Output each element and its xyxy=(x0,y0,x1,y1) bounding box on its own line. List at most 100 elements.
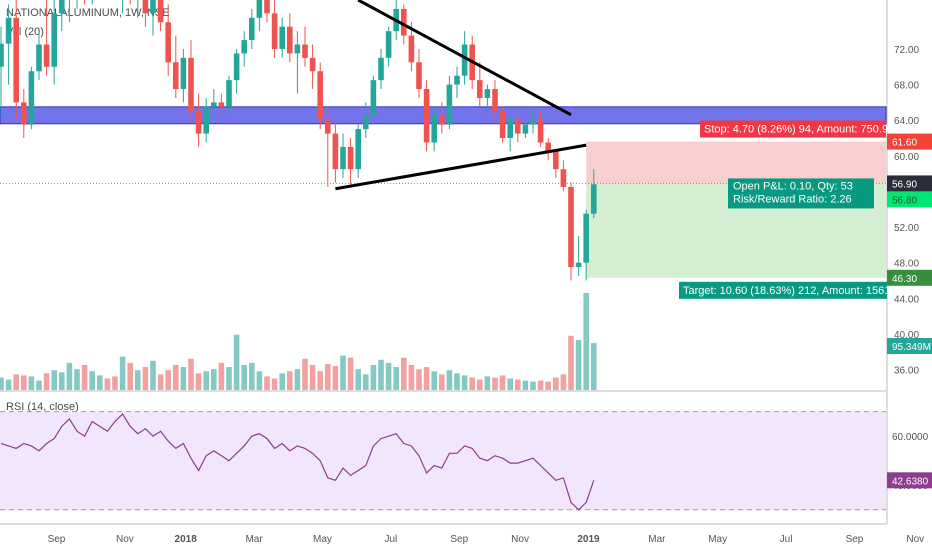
volume-bar xyxy=(264,376,270,390)
volume-bar xyxy=(499,375,506,390)
chart-axes: 36.0040.0044.0048.0052.0056.0060.0064.00… xyxy=(48,45,932,545)
volume-bar xyxy=(173,364,179,390)
candle-body xyxy=(332,133,339,170)
volume-bar xyxy=(302,358,308,390)
rsi-pane xyxy=(0,411,886,511)
time-tick-label: Sep xyxy=(846,534,864,545)
volume-bar xyxy=(74,369,80,390)
volume-bar xyxy=(385,362,392,390)
time-tick-label: Sep xyxy=(450,534,468,545)
target-label-text: Target: 10.60 (18.63%) 212, Amount: 1561… xyxy=(683,285,893,297)
chart-panes xyxy=(0,0,888,525)
candle-body xyxy=(165,22,171,63)
candle-body xyxy=(157,0,164,23)
volume-bar xyxy=(104,378,111,390)
volume-bar xyxy=(507,378,513,390)
candle-body xyxy=(431,115,437,143)
pnl-label-box xyxy=(728,178,874,209)
volume-bar xyxy=(431,371,437,390)
candle-body xyxy=(499,111,506,139)
price-tag-text: 56.90 xyxy=(892,179,917,190)
candle-body xyxy=(317,71,323,121)
volume-bar xyxy=(89,371,95,390)
candle-body xyxy=(363,115,369,130)
volume-bar xyxy=(218,362,225,390)
time-tick-label: Sep xyxy=(48,534,66,545)
volume-bar xyxy=(279,373,285,390)
volume-bar xyxy=(363,374,369,390)
volume-bar xyxy=(522,380,529,390)
price-tag-text: 61.60 xyxy=(892,138,917,149)
price-tick-label: 72.00 xyxy=(894,45,919,56)
candle-body xyxy=(51,13,57,67)
volume-bar xyxy=(469,377,475,390)
volume-bar xyxy=(150,360,156,390)
candle-body xyxy=(446,84,453,125)
volume-bar xyxy=(21,375,27,390)
volume-bar xyxy=(188,358,194,390)
volume-bar xyxy=(226,367,232,390)
candle-body xyxy=(591,184,597,214)
volume-bar xyxy=(271,378,278,390)
descending-trendline xyxy=(357,0,572,117)
volume-bar xyxy=(575,339,582,390)
candle-body xyxy=(378,57,384,81)
volume-bar xyxy=(135,370,141,390)
volume-pane xyxy=(0,293,597,390)
candle-body xyxy=(279,26,285,49)
candle-body xyxy=(522,124,529,134)
price-tag xyxy=(887,175,932,192)
price-tag-text: 46.30 xyxy=(892,274,917,285)
candle-body xyxy=(575,262,582,268)
candle-body xyxy=(264,0,270,14)
volume-bar xyxy=(28,376,35,390)
candle-body xyxy=(36,44,42,72)
volume-bar xyxy=(241,364,247,390)
volume-bar xyxy=(256,371,263,390)
candle-body xyxy=(233,53,240,81)
candle-body xyxy=(507,120,513,139)
candle-body xyxy=(150,0,156,14)
price-tag-text: 56.80 xyxy=(892,195,917,206)
volume-bar xyxy=(477,379,483,390)
volume-bar xyxy=(211,369,217,390)
volume-bar xyxy=(294,369,301,390)
volume-bar xyxy=(97,375,103,390)
candle-body xyxy=(21,102,27,125)
stop-loss-zone xyxy=(586,141,886,184)
candle-body xyxy=(241,40,247,54)
volume-bar xyxy=(530,381,536,390)
rsi-band-background xyxy=(0,411,886,510)
candle-body xyxy=(492,89,498,112)
volume-bar xyxy=(119,356,126,390)
time-tick-label: Mar xyxy=(245,534,263,545)
volume-bar xyxy=(591,343,597,390)
candle-body xyxy=(477,80,483,98)
candle-body xyxy=(188,57,194,112)
volume-bar xyxy=(492,377,498,390)
price-tick-label: 64.00 xyxy=(894,116,919,127)
volume-bar xyxy=(180,367,187,390)
time-tick-label: Nov xyxy=(906,534,924,545)
candle-body xyxy=(309,57,316,72)
volume-bar xyxy=(0,377,4,390)
candle-body xyxy=(545,142,551,152)
candle-body xyxy=(59,0,65,14)
volume-bar xyxy=(439,374,445,390)
ascending-trendline xyxy=(335,143,587,191)
candle-body xyxy=(203,106,209,134)
candle-body xyxy=(28,71,35,125)
candle-body xyxy=(439,115,445,125)
volume-bar xyxy=(537,380,544,390)
price-tag xyxy=(887,338,932,354)
volume-bar xyxy=(332,366,339,390)
candle-body xyxy=(423,89,430,143)
volume-bar xyxy=(59,372,65,390)
volume-bar xyxy=(51,370,57,390)
time-tick-label: 2019 xyxy=(577,534,600,545)
volume-bar xyxy=(165,370,171,390)
volume-bar xyxy=(446,370,453,390)
volume-bar xyxy=(454,373,460,390)
volume-bar xyxy=(423,367,430,390)
